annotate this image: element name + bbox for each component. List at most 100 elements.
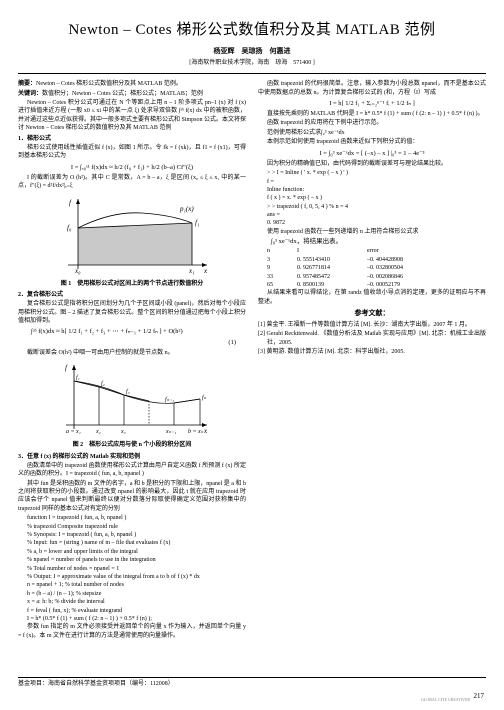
figure-1: f x f₀ f₁ p₁(x) x₀ x₁ 图 1 使用梯形公式对区间上的两个节… — [18, 193, 246, 288]
code-line: f = feval ( fun, x); % evaluate integran… — [18, 607, 246, 615]
table-cell: 33 — [267, 273, 297, 281]
ref-item: [2] Gerahi Reckttenwald. 《数值分析法及 Matlab … — [258, 330, 486, 347]
code-line: > > trapezoid ( f, 0, 5, 4 ) % n = 4 — [258, 203, 486, 211]
ref-item: [1] 曾金平. 王福新一件等数值计算方法 [M]. 长沙：湖南大学出版，200… — [258, 321, 486, 329]
sec2-heading: 2．复合梯形公式 — [18, 291, 246, 299]
code-line: n = npanel + 1; % total number of nodes — [18, 581, 246, 589]
svg-text:f₁: f₁ — [76, 374, 80, 381]
formula-eq3: I = h[ 1/2 f₁ + Σᵢ₌₂ⁿ⁻¹ fᵢ + 1/2 fₙ ] — [258, 99, 486, 108]
formula-eq4: I = ∫₀³ xe⁻ˣdx = [ (–x) – x ] |₀³ = 1 – … — [258, 149, 486, 158]
svg-text:f₀: f₀ — [67, 224, 72, 232]
table-row: 330. 957485472–0. 002086846 — [267, 273, 486, 281]
code-line: ans = — [258, 211, 486, 219]
svg-text:x₁: x₁ — [188, 267, 195, 275]
table-cell: 3 — [267, 256, 297, 264]
svg-text:x₀: x₀ — [74, 267, 81, 275]
sec2-p1: 复合梯形公式是指将积分区间划分为几个子区间或小段 (panel)，然后对每个小段… — [18, 300, 246, 325]
th-err: error — [367, 247, 447, 255]
abstract-label: 摘要： — [18, 81, 36, 87]
code-line: f = — [258, 178, 486, 186]
table-header: n I error — [267, 247, 486, 255]
svg-text:f: f — [65, 364, 68, 372]
code-line: 0. 9872 — [258, 219, 486, 227]
table-cell: 0. 8500139 — [297, 281, 367, 289]
code-line: x = a: h: b; % divide the interval — [18, 598, 246, 606]
table-cell: 0. 555143410 — [297, 256, 367, 264]
code-line: Inline function: — [258, 186, 486, 194]
code-line: % a, b = lower and upper limits of the i… — [18, 548, 246, 556]
col2-p3: 直接按先乘则的 MATLAB 代码是 I = h* 0.5* f (1) + s… — [258, 110, 486, 118]
eq2a: ∫ᵃᵇ f(x)dx ≈ h[ 1/2 f₁ + f₂ + f₃ + ⋯ + f… — [31, 328, 183, 335]
figure-2: f x f₁ f₂ f₃ fₙ₋₁ fₙ a = x₁ x₂ x₃ xₙ₋₁ b… — [18, 359, 246, 449]
figure-1-svg: f x f₀ f₁ p₁(x) x₀ x₁ — [52, 193, 212, 278]
svg-text:f₂: f₂ — [101, 380, 105, 387]
table-row: 30. 555143410–0. 404428908 — [267, 256, 486, 264]
code-line: h = (b – a) / (n – 1); % stepsize — [18, 590, 246, 598]
th-n: n — [267, 247, 297, 255]
svg-text:xₙ₋₁: xₙ₋₁ — [165, 429, 176, 435]
authors: 杨亚辉 吴琼扬 何惠进 — [18, 47, 486, 57]
table-cell: 65 — [267, 281, 297, 289]
footnote: 基金项目：海南省自然科学基金资项项目（编号：112008） — [18, 677, 486, 688]
col2-p1: 参数 fun 指定的 m 文件必须接受并返回单个的向量 x 作为输入，并返回单个… — [18, 623, 246, 640]
col2-p5: 范例使用梯形公式求∫₀³ xe⁻ˣdx — [258, 129, 486, 137]
sec3-p1: 函数清单中的 trapezoid 函数使用梯形公式计算由用户自定义函数 f 所预… — [18, 462, 246, 479]
svg-text:b = xₙ: b = xₙ — [188, 429, 204, 435]
svg-text:p₁(x): p₁(x) — [179, 205, 194, 213]
col2-p2: 函数 trapezoid 的代码很简单。注意，输入参数为小段总数 npanel，… — [258, 80, 486, 97]
code-line: % Output: I = approximate value of the i… — [18, 573, 246, 581]
sec1-heading: 1．梯形公式 — [18, 135, 246, 143]
svg-text:x: x — [203, 427, 208, 435]
col2-p6: 因为积分的精确值已知，由代码得到的截断误差可与理论结果比较。 — [258, 160, 486, 168]
table-cell: 0. 926771814 — [297, 264, 367, 272]
table-row: 650. 8500139–0. 00052179 — [267, 281, 486, 289]
svg-text:a = x₁: a = x₁ — [66, 429, 81, 435]
table-cell: –0. 404428908 — [367, 256, 447, 264]
svg-text:x₂: x₂ — [95, 429, 101, 435]
sec1-p2: I 的截断误差为 O (h²)。其中 C 是常数，A = b – a，ξ 是区间… — [18, 174, 246, 191]
affiliation: [海南软件职业技术学院，海南 琼海 571400 ] — [18, 59, 486, 67]
hr — [18, 73, 486, 74]
col2-p8: 从结果来看可以得结论，在第 randz 值收敛小导点消的定理，更多的证明应与不再… — [258, 289, 486, 306]
fig2-caption: 图 2 梯形公式应用与使 n 个小段的积分区间 — [18, 441, 246, 449]
code-line: % Total number of nodes = npanel = 1 — [18, 565, 246, 573]
eq-int: ∫₀³ xe⁻ˣdx — [321, 130, 345, 136]
table-cell: –0. 00052179 — [367, 281, 447, 289]
table-cell: –0. 032800504 — [367, 264, 447, 272]
code-line: % npanel = number of panels to use in th… — [18, 556, 246, 564]
code-line: f ( x ) = x. * exp ( – x ) — [258, 194, 486, 202]
fig1-caption: 图 1 使用梯形公式对区间上的两个节点进行数值积分 — [18, 280, 246, 288]
figure-2-svg: f x f₁ f₂ f₃ fₙ₋₁ fₙ a = x₁ x₂ x₃ xₙ₋₁ b… — [52, 359, 212, 439]
page-number: 217 — [474, 692, 485, 702]
code-line: > > I = Inline ( ' x. * exp ( – x ) ' ) — [258, 169, 486, 177]
svg-text:f: f — [69, 199, 72, 207]
body-columns: 摘要：Newton – Cotes 梯形公式数值积分及其 MATLAB 范例。 … — [18, 80, 486, 652]
code-line: I = h* (0.5* f (1) + sum ( f (2: n – 1) … — [18, 615, 246, 623]
col2-p4: 函数 trapezoid 的应用将在下例中进行示范。 — [258, 119, 486, 127]
sec3-heading: 3．任意 f (x) 的梯形公式的 Matlab 实现和范例 — [18, 453, 246, 461]
col2-p7: 使用 trapezoid 函数在一些列递增的 n 上用符合梯形公式求 — [258, 228, 486, 236]
svg-text:x₃: x₃ — [120, 429, 126, 435]
formula-eq5: ∫₀³ xe⁻ˣdx，将结果出表。 — [258, 237, 486, 246]
formula-eq2: ∫ᵃᵇ f(x)dx ≈ h[ 1/2 f₁ + f₂ + f₃ + ⋯ + f… — [18, 327, 246, 336]
abstract-text: Newton – Cotes 梯形公式数值积分及其 MATLAB 范例。 — [36, 81, 182, 87]
page-label: GLOBAL CITE CREATIVER — [421, 698, 470, 702]
svg-text:f₁: f₁ — [195, 219, 199, 227]
code-line: % Synopsis: I = trapezoid ( fun, a, b, n… — [18, 531, 246, 539]
sec2-p2: 截断误差会 O(h²) 中咽一可由用户控制的就是节点数 n。 — [18, 349, 246, 357]
svg-text:f₃: f₃ — [126, 388, 130, 395]
table-cell: –0. 002086846 — [367, 273, 447, 281]
sec1-p1: 梯形公式使用线性插值近似 f (x)，如图 1 所示。令 fk = f (xk)… — [18, 144, 246, 161]
keywords-text: 数值积分；Newton – Cotes 公式；梯形公式；MATLAB；范例 — [42, 91, 203, 97]
eq2b: (1) — [18, 338, 246, 347]
keywords-label: 关键词： — [18, 91, 42, 97]
code-line: function I = trapezoid ( fun, a, b, npan… — [18, 514, 246, 522]
table-cell: 9 — [267, 264, 297, 272]
col2-p5b: 本例示范如何使用 trapezoid 函数来近似下列积分式的值： — [258, 138, 486, 146]
svg-text:fₙ: fₙ — [202, 394, 207, 401]
sec3-p2: 其中 fun 是采积函数的 m 文件的名字，a 和 b 是积分的下限和上限，np… — [18, 480, 246, 514]
code-line: % Input: fun = (string ) name of m – fil… — [18, 539, 246, 547]
results-table: n I error 30. 555143410–0. 40442890890. … — [267, 247, 486, 289]
intro-para: Newton – Cotes 积分公式可通过在 N 个等距点上用 n – 1 阶… — [18, 99, 246, 133]
svg-text:x: x — [203, 267, 208, 275]
